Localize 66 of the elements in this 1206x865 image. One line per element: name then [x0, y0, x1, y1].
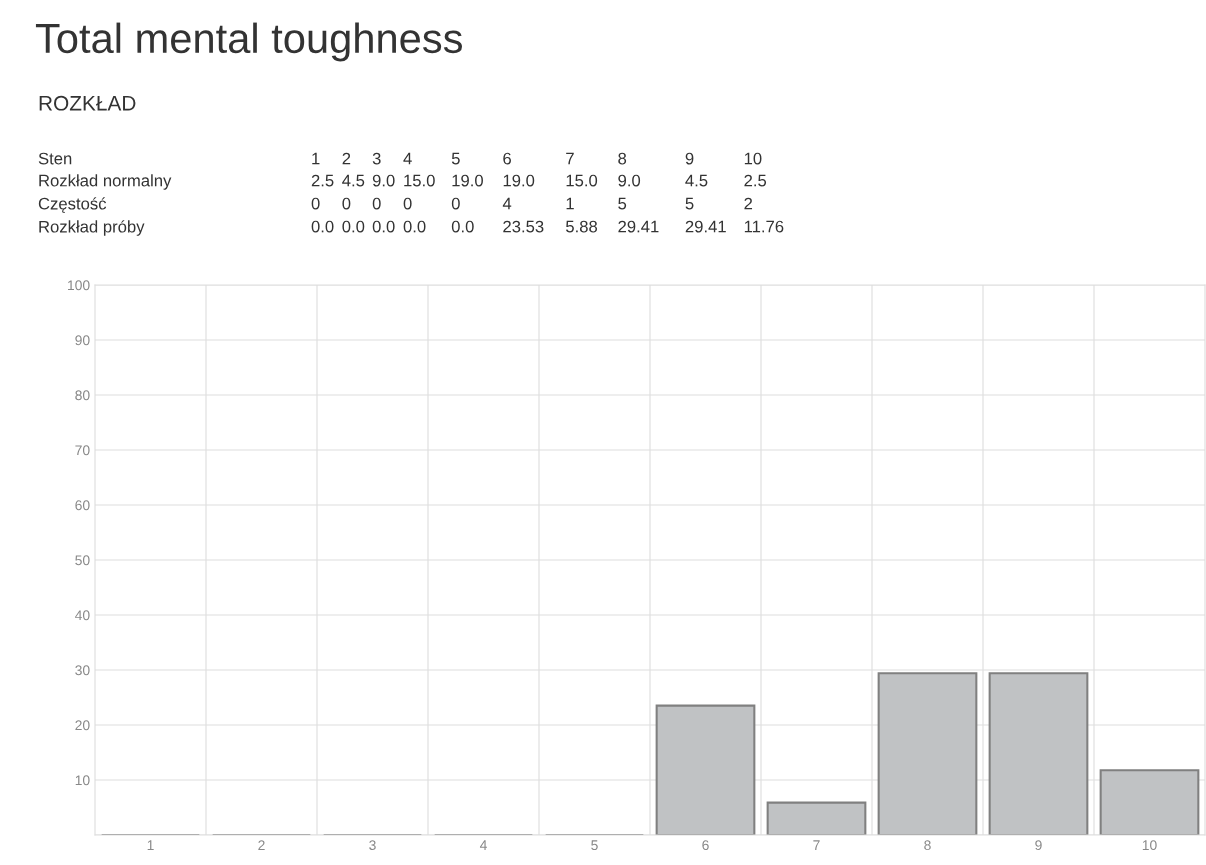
text: 15.0 [404, 174, 435, 187]
text: 9.0 [372, 174, 395, 187]
text: 2 [342, 152, 351, 165]
category-label: 7 [566, 152, 574, 165]
x-tick-label: 4 [479, 840, 487, 850]
text: 5 [618, 197, 627, 210]
category-label: 3 [372, 152, 381, 165]
text: 19.0 [503, 174, 535, 187]
y-tick-label: 60 [75, 500, 90, 511]
y-tick-label: 20 [75, 720, 90, 731]
text: 4 [403, 152, 412, 165]
text: 0 [311, 197, 320, 210]
x-tick-label: 2 [258, 840, 265, 850]
text: 29.41 [685, 220, 726, 233]
text: 0 [451, 197, 460, 210]
x-tick-label: 10 [1142, 840, 1157, 851]
x-tick-label: 9 [1035, 840, 1042, 851]
text: 0 [342, 197, 351, 210]
text: 2 [744, 197, 753, 210]
category-label: 6 [503, 152, 511, 165]
text: 9.0 [618, 174, 641, 187]
x-tick-label: 5 [591, 840, 598, 851]
chart-title: Total mental toughness [35, 22, 462, 62]
text: 0.0 [342, 220, 365, 233]
y-tick-label: 90 [75, 335, 90, 346]
text: 0 [403, 197, 412, 210]
category-label: 8 [618, 152, 627, 165]
category-label: 9 [685, 152, 694, 165]
y-tick-label: 40 [75, 610, 90, 621]
text: 2.5 [311, 174, 334, 187]
text: Rozkład normalny [39, 174, 172, 190]
y-tick-label: 50 [75, 555, 90, 566]
text: 5 [451, 152, 460, 165]
x-tick-label: 7 [813, 840, 820, 850]
category-label: 10 [744, 152, 762, 165]
x-tick-label: 3 [369, 840, 376, 851]
y-tick-label: 30 [75, 665, 90, 676]
y-tick-label: 80 [75, 390, 90, 401]
text: 19.0 [452, 174, 483, 187]
chart-subtitle: ROZKŁAD [39, 95, 136, 111]
y-tick-label: 70 [75, 445, 90, 456]
y-tick-label: 100 [68, 280, 90, 291]
text: 1 [566, 197, 574, 210]
text: 23.53 [503, 220, 544, 233]
x-tick-label: 8 [924, 840, 931, 851]
y-tick-label: 10 [75, 775, 90, 786]
text: 0 [372, 197, 381, 210]
text: 0.0 [372, 220, 395, 233]
x-tick-label: 1 [147, 840, 154, 850]
text: Sten [38, 152, 72, 165]
text: 5.88 [566, 220, 598, 233]
text: 4 [502, 197, 512, 210]
text: Rozkład próby [39, 220, 145, 236]
text: 0.0 [451, 220, 474, 233]
text: 5 [685, 197, 694, 210]
text: 0.0 [311, 220, 334, 233]
text: 0.0 [403, 220, 426, 233]
text: 15.0 [566, 174, 598, 187]
text: Częstość [38, 197, 107, 213]
text: 29.41 [618, 220, 659, 233]
x-tick-label: 6 [702, 840, 709, 851]
text: 1 [312, 152, 320, 165]
text: 11.76 [744, 220, 784, 233]
text: 4.5 [342, 174, 365, 187]
text: 2.5 [744, 174, 767, 187]
text: 4.5 [685, 174, 708, 187]
